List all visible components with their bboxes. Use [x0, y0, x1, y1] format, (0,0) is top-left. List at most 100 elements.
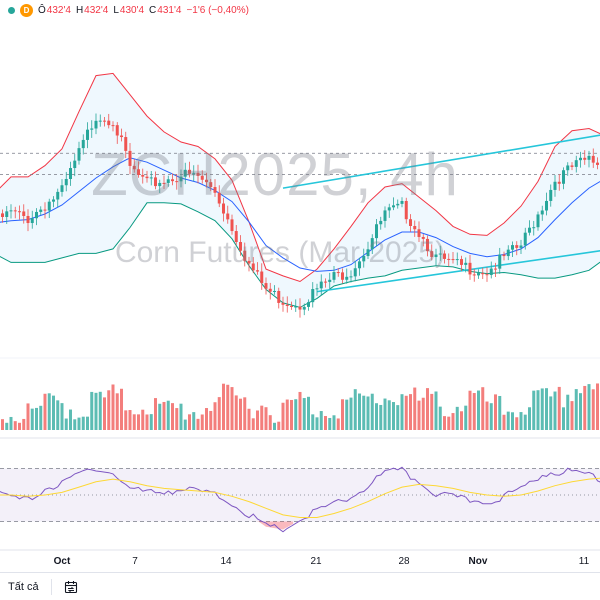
candle-body[interactable]: [477, 273, 480, 276]
volume-bar[interactable]: [413, 387, 417, 430]
volume-bar[interactable]: [268, 415, 272, 430]
volume-bar[interactable]: [183, 419, 187, 430]
volume-bar[interactable]: [103, 397, 106, 430]
candle-body[interactable]: [498, 254, 502, 269]
volume-bar[interactable]: [251, 418, 255, 430]
rsi-line[interactable]: [0, 466, 600, 533]
candle-body[interactable]: [273, 290, 276, 292]
candle-body[interactable]: [324, 281, 327, 283]
candle-body[interactable]: [553, 181, 557, 190]
candle-body[interactable]: [90, 128, 94, 130]
volume-bar[interactable]: [409, 394, 412, 430]
volume-bar[interactable]: [366, 396, 370, 430]
calendar-icon[interactable]: [64, 580, 78, 594]
candle-body[interactable]: [81, 139, 85, 149]
candle-body[interactable]: [596, 162, 599, 165]
volume-bar[interactable]: [73, 419, 77, 430]
volume-bar[interactable]: [557, 386, 561, 430]
volume-bar[interactable]: [455, 406, 459, 430]
volume-bar[interactable]: [264, 407, 268, 430]
volume-bar[interactable]: [311, 414, 315, 430]
volume-bar[interactable]: [438, 406, 442, 430]
volume-bar[interactable]: [13, 421, 17, 430]
candle-body[interactable]: [566, 165, 570, 171]
volume-bar[interactable]: [132, 414, 136, 430]
rsi-ma-line[interactable]: [0, 477, 600, 518]
candle-body[interactable]: [315, 288, 319, 290]
volume-bar[interactable]: [528, 407, 531, 430]
volume-bar[interactable]: [596, 383, 599, 430]
volume-bar[interactable]: [30, 408, 34, 430]
candle-body[interactable]: [409, 219, 412, 226]
candle-body[interactable]: [460, 259, 463, 265]
candle-body[interactable]: [230, 219, 234, 232]
candle-body[interactable]: [536, 214, 540, 228]
candle-body[interactable]: [430, 251, 434, 258]
candle-body[interactable]: [341, 272, 344, 280]
candle-body[interactable]: [290, 306, 293, 308]
candle-body[interactable]: [103, 120, 106, 122]
candle-body[interactable]: [175, 181, 179, 183]
candle-body[interactable]: [13, 210, 17, 212]
volume-bar[interactable]: [200, 414, 204, 430]
range-all-button[interactable]: Tất cả: [8, 580, 39, 593]
volume-bar[interactable]: [464, 405, 468, 430]
candle-body[interactable]: [438, 253, 442, 255]
candle-body[interactable]: [519, 245, 523, 248]
volume-bar[interactable]: [341, 399, 344, 430]
volume-bar[interactable]: [485, 401, 489, 430]
volume-bar[interactable]: [175, 408, 179, 430]
candle-body[interactable]: [307, 302, 310, 307]
volume-bar[interactable]: [332, 415, 336, 430]
candle-body[interactable]: [128, 150, 132, 166]
volume-bar[interactable]: [128, 410, 132, 430]
candle-body[interactable]: [421, 236, 425, 239]
volume-bar[interactable]: [26, 403, 30, 430]
candle-body[interactable]: [18, 211, 21, 213]
candle-body[interactable]: [375, 224, 378, 239]
volume-bar[interactable]: [379, 404, 383, 430]
candle-body[interactable]: [455, 259, 459, 261]
volume-bar[interactable]: [158, 403, 162, 430]
candle-body[interactable]: [111, 125, 115, 127]
volume-bar[interactable]: [69, 409, 72, 430]
candle-body[interactable]: [472, 274, 476, 276]
volume-bar[interactable]: [154, 398, 157, 430]
candle-body[interactable]: [166, 179, 170, 183]
candle-body[interactable]: [205, 179, 208, 183]
volume-bar[interactable]: [400, 394, 404, 430]
volume-bar[interactable]: [583, 385, 587, 430]
volume-bar[interactable]: [56, 400, 60, 430]
volume-bar[interactable]: [94, 392, 98, 430]
trend-channel-line[interactable]: [282, 134, 600, 189]
volume-bar[interactable]: [553, 391, 557, 430]
volume-bar[interactable]: [217, 397, 221, 430]
candle-body[interactable]: [26, 215, 30, 224]
volume-bar[interactable]: [523, 414, 527, 430]
volume-bar[interactable]: [39, 405, 43, 430]
candle-body[interactable]: [145, 176, 149, 179]
volume-bar[interactable]: [247, 408, 251, 430]
candle-body[interactable]: [43, 209, 47, 211]
candle-body[interactable]: [387, 207, 391, 211]
volume-bar[interactable]: [430, 393, 434, 430]
candle-body[interactable]: [247, 260, 251, 264]
candle-body[interactable]: [35, 211, 38, 219]
volume-bar[interactable]: [319, 411, 323, 430]
candle-body[interactable]: [192, 172, 196, 174]
rsi-pane[interactable]: [0, 466, 600, 533]
volume-bar[interactable]: [460, 411, 463, 430]
candle-body[interactable]: [379, 220, 383, 225]
candle-body[interactable]: [251, 263, 255, 271]
candle-body[interactable]: [298, 306, 302, 310]
volume-pane[interactable]: [0, 378, 600, 430]
volume-bar[interactable]: [345, 399, 349, 430]
volume-bar[interactable]: [545, 388, 548, 430]
candle-body[interactable]: [94, 120, 98, 129]
candle-body[interactable]: [549, 189, 553, 201]
volume-bar[interactable]: [540, 388, 544, 430]
volume-bar[interactable]: [536, 390, 540, 430]
volume-bar[interactable]: [192, 412, 196, 430]
candle-body[interactable]: [413, 225, 417, 230]
candle-body[interactable]: [69, 168, 72, 180]
